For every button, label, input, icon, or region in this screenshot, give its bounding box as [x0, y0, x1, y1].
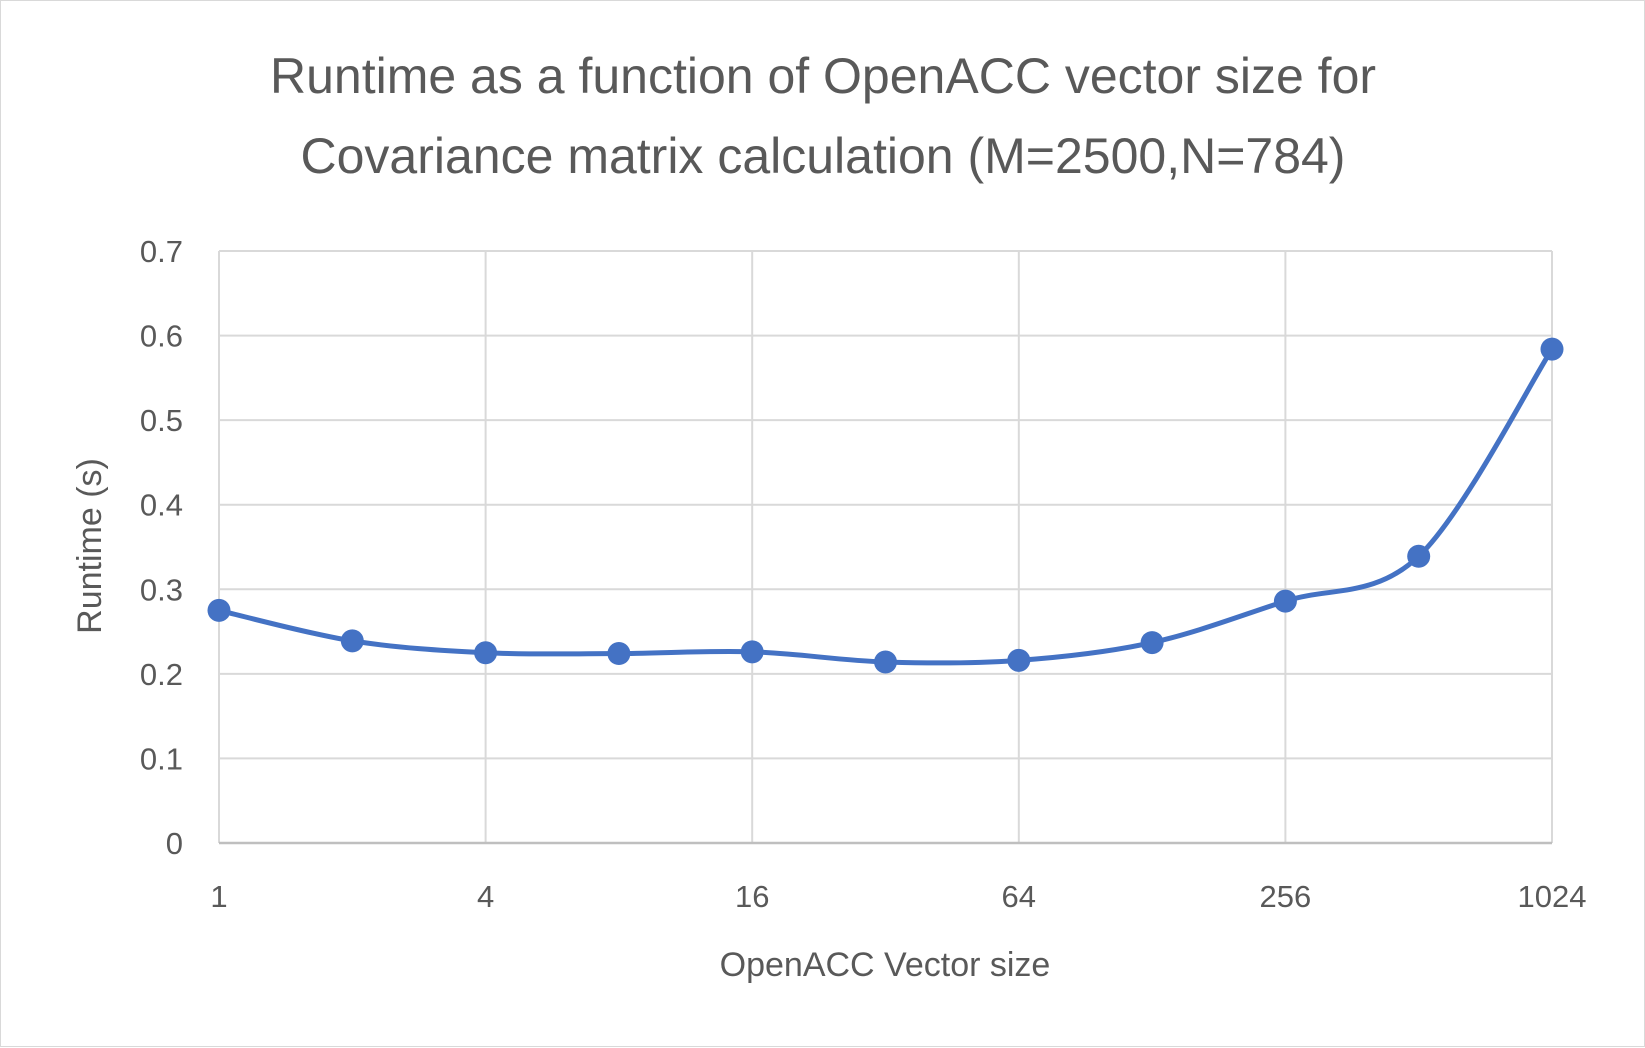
y-tick-label: 0 — [166, 826, 183, 861]
x-tick-label: 64 — [1002, 879, 1036, 914]
y-tick-label: 0.3 — [140, 572, 183, 607]
data-point — [207, 598, 231, 622]
y-tick-label: 0.4 — [140, 488, 183, 523]
y-tick-label: 0.2 — [140, 657, 183, 692]
data-point — [1407, 544, 1431, 568]
series-runtime — [207, 337, 1564, 674]
chart-title-line-2: Covariance matrix calculation (M=2500,N=… — [301, 128, 1346, 184]
y-tick-label: 0.5 — [140, 403, 183, 438]
series-line — [216, 346, 1555, 666]
data-point — [1140, 631, 1164, 655]
gridlines — [218, 250, 1553, 843]
x-axis-title: OpenACC Vector size — [720, 946, 1051, 984]
chart-title-line-1: Runtime as a function of OpenACC vector … — [270, 48, 1376, 104]
y-tick-label: 0.1 — [140, 741, 183, 776]
x-tick-labels: 1 4 16 64 256 1024 — [210, 879, 1586, 914]
y-tick-label: 0.6 — [140, 319, 183, 354]
x-tick-label: 1 — [210, 879, 227, 914]
x-tick-label: 16 — [735, 879, 769, 914]
data-point — [1007, 648, 1031, 672]
y-tick-labels: 0 0.1 0.2 0.3 0.4 0.5 0.6 0.7 — [140, 234, 183, 861]
data-point — [607, 642, 631, 666]
data-point — [1540, 337, 1564, 361]
data-point — [1273, 589, 1297, 613]
data-point — [340, 629, 364, 653]
data-point — [874, 650, 897, 674]
x-tick-label: 1024 — [1518, 879, 1587, 914]
y-tick-label: 0.7 — [140, 234, 183, 269]
data-point — [474, 641, 498, 665]
data-point — [740, 640, 764, 664]
y-axis-title: Runtime (s) — [71, 458, 109, 634]
x-tick-label: 4 — [477, 879, 494, 914]
x-tick-label: 256 — [1260, 879, 1312, 914]
